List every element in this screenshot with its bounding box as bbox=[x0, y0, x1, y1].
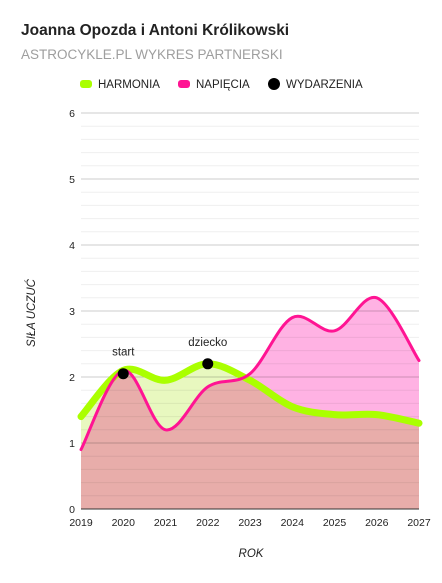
y-tick-label: 4 bbox=[69, 240, 75, 252]
legend-marker-wydarzenia bbox=[268, 78, 280, 90]
x-tick-label: 2024 bbox=[281, 517, 305, 529]
x-tick-label: 2022 bbox=[196, 517, 220, 529]
legend-label-wydarzenia: WYDARZENIA bbox=[286, 79, 363, 91]
x-tick-label: 2027 bbox=[407, 517, 431, 529]
y-tick-label: 3 bbox=[69, 306, 75, 318]
x-axis-title: ROK bbox=[239, 548, 265, 560]
y-tick-label: 1 bbox=[69, 438, 75, 450]
x-tick-label: 2021 bbox=[154, 517, 178, 529]
plot-lines bbox=[77, 296, 423, 452]
y-tick-label: 5 bbox=[69, 174, 75, 186]
event-marker bbox=[117, 368, 129, 380]
x-tick-label: 2020 bbox=[112, 517, 136, 529]
x-tick-label: 2026 bbox=[365, 517, 389, 529]
chart-title: Joanna Opozda i Antoni Królikowski bbox=[21, 22, 290, 39]
area-napiecia bbox=[81, 297, 419, 509]
event-markers: start dziecko bbox=[112, 337, 227, 380]
legend-label-napiecia: NAPIĘCIA bbox=[196, 79, 250, 91]
y-tick-label: 6 bbox=[69, 108, 75, 120]
chart-subtitle: ASTROCYKLE.PL WYKRES PARTNERSKI bbox=[21, 47, 283, 62]
legend: HARMONIA NAPIĘCIA WYDARZENIA bbox=[80, 78, 363, 91]
plot-areas bbox=[81, 297, 419, 509]
x-tick-label: 2019 bbox=[69, 517, 93, 529]
legend-label-harmonia: HARMONIA bbox=[98, 79, 160, 91]
event-label: dziecko bbox=[188, 337, 227, 349]
line-napiecia bbox=[79, 296, 421, 452]
y-axis-title: SIŁA UCZUĆ bbox=[25, 278, 38, 347]
x-tick-label: 2025 bbox=[323, 517, 347, 529]
x-tick-label: 2023 bbox=[238, 517, 262, 529]
legend-marker-harmonia bbox=[80, 80, 92, 88]
line-harmonia bbox=[77, 360, 423, 427]
legend-marker-napiecia bbox=[178, 80, 190, 88]
y-tick-label: 2 bbox=[69, 372, 75, 384]
event-label: start bbox=[112, 347, 135, 359]
y-tick-label: 0 bbox=[69, 504, 75, 516]
axes: 0 1 2 3 4 5 6 2019 2020 2021 2022 2023 2024 2025 2026 2… bbox=[69, 108, 431, 529]
event-marker bbox=[202, 358, 214, 370]
